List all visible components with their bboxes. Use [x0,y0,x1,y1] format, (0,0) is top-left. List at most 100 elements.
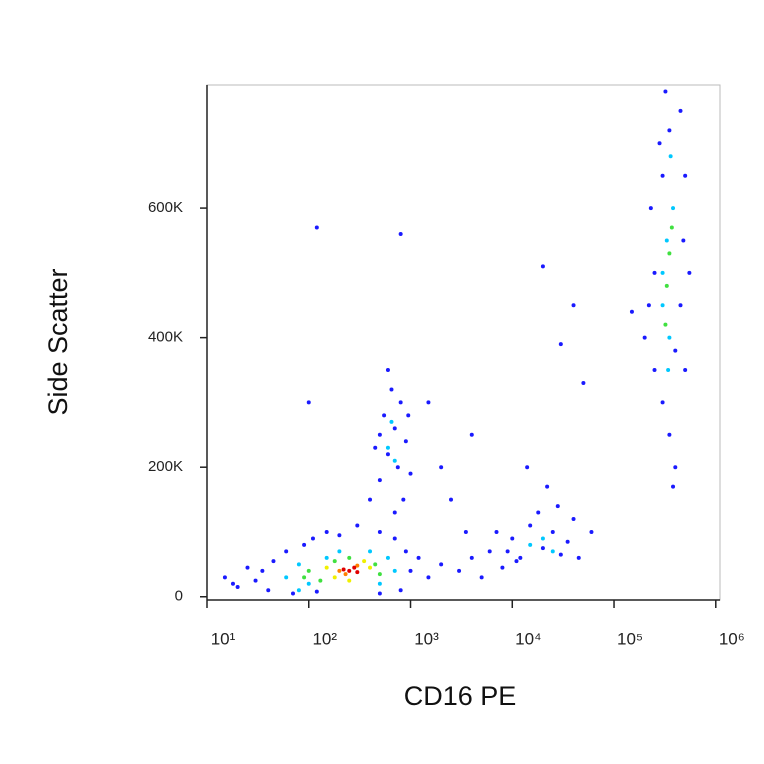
point [355,563,360,568]
point [565,539,570,544]
point [352,565,357,570]
point [260,568,265,573]
point [518,555,523,560]
y-tick-label: 600K [148,199,183,216]
point [652,270,657,275]
point [392,458,397,463]
y-axis-title: Side Scatter [43,268,73,415]
y-tick-label: 0 [175,588,183,605]
point [284,549,289,554]
point [389,419,394,424]
point [671,206,676,211]
point [408,568,413,573]
point [457,568,462,573]
point [235,585,240,590]
point [230,581,235,586]
point [558,342,563,347]
point [403,439,408,444]
point [555,504,560,509]
point [667,335,672,340]
point [663,322,668,327]
point [341,567,346,572]
point [385,452,390,457]
x-tick-label: 10² [312,629,337,648]
point [284,575,289,580]
point [332,575,337,580]
point [678,108,683,113]
point [377,572,382,577]
point [528,542,533,547]
point [660,173,665,178]
point [528,523,533,528]
point [377,478,382,483]
x-tick-label: 10¹ [211,629,236,648]
point [406,413,411,418]
point [681,238,686,243]
point [389,387,394,392]
point [355,523,360,528]
point [306,568,311,573]
point [324,529,329,534]
point [648,206,653,211]
point [678,303,683,308]
point [343,572,348,577]
point [266,588,271,593]
point [392,510,397,515]
point [558,552,563,557]
point [550,529,555,534]
point [510,536,515,541]
point [463,529,468,534]
y-tick-label: 400K [148,329,183,346]
point [271,559,276,564]
point [571,517,576,522]
plot-frame [206,84,721,601]
point [382,413,387,418]
point [347,578,352,583]
point [395,465,400,470]
point [403,549,408,554]
point [683,368,688,373]
point [347,568,352,573]
point [398,231,403,236]
point [385,555,390,560]
point [525,465,530,470]
point [660,400,665,405]
point [646,303,651,308]
point [314,589,319,594]
point [332,559,337,564]
point [368,497,373,502]
point [426,400,431,405]
point [571,303,576,308]
point [337,533,342,538]
point [324,565,329,570]
point [362,559,367,564]
point [449,497,454,502]
point [385,445,390,450]
point [545,484,550,489]
point [667,432,672,437]
point [377,591,382,596]
point [392,536,397,541]
point [392,568,397,573]
point [660,270,665,275]
point [683,173,688,178]
point [302,542,307,547]
x-tick-label: 10³ [414,629,439,648]
x-tick-label: 10⁶ [719,629,745,648]
point [347,555,352,560]
point [318,578,323,583]
point [668,154,673,159]
x-axis-title: CD16 PE [404,681,517,711]
point [469,555,474,560]
point [377,581,382,586]
point [540,536,545,541]
point [245,565,250,570]
point [373,445,378,450]
point [500,565,505,570]
point [377,432,382,437]
point [324,555,329,560]
point [426,575,431,580]
point [673,465,678,470]
point [479,575,484,580]
point [540,546,545,551]
